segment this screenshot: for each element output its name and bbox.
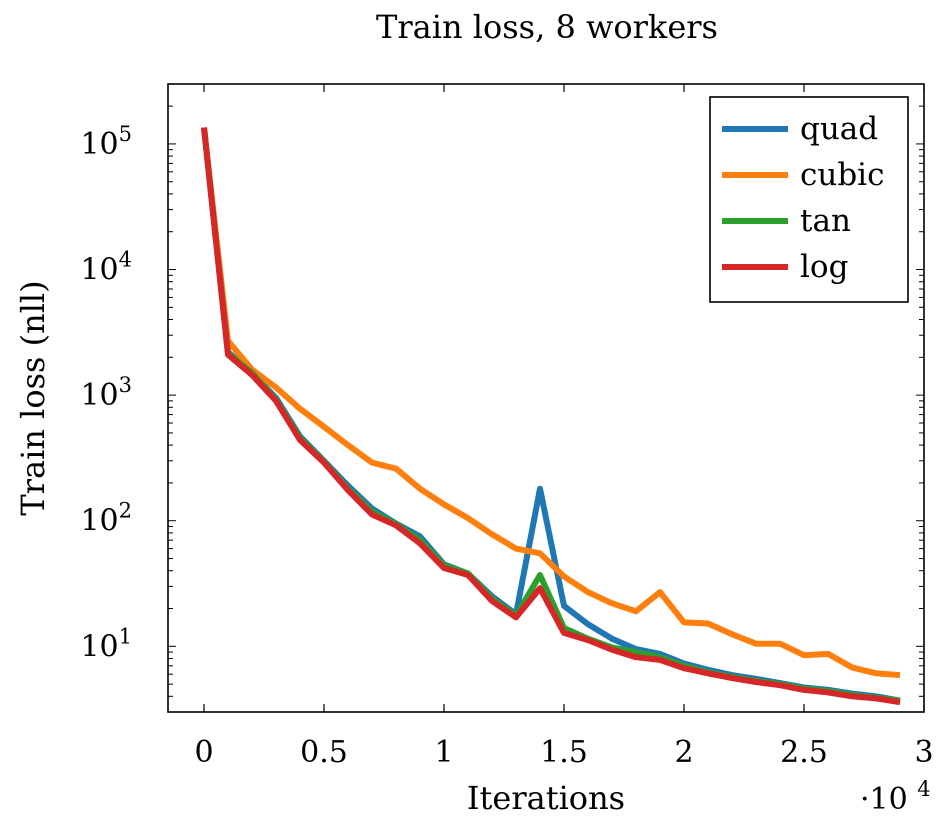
- y-tick-label-base: 10: [80, 629, 118, 664]
- legend-label-log: log: [800, 249, 848, 285]
- y-tick-label: 105: [80, 122, 132, 162]
- x-tick-label: 2: [674, 735, 693, 770]
- series-lines: [201, 127, 901, 706]
- plot-area: [167, 83, 925, 713]
- y-axis-label: Train loss (nll): [14, 280, 52, 515]
- legend-label-cubic: cubic: [800, 157, 884, 193]
- x-axis-ticks: 0 0.5 1 1.5 2 2.5 3: [194, 84, 934, 770]
- y-tick-label: 103: [80, 373, 132, 413]
- plot-frame: [167, 83, 925, 713]
- x-axis-multiplier: ·10 4: [860, 777, 931, 817]
- series-line-log: [201, 127, 901, 706]
- y-tick-label-exp: 4: [119, 248, 132, 272]
- legend-label-tan: tan: [800, 203, 851, 239]
- y-tick-label-exp: 1: [119, 624, 132, 648]
- x-tick-label: 1.5: [540, 735, 588, 770]
- y-tick-label: 102: [80, 499, 132, 539]
- x-tick-label: 1: [434, 735, 453, 770]
- y-tick-label-base: 10: [80, 378, 118, 413]
- series-line-cubic: [201, 127, 901, 679]
- x-tick-label: 0: [194, 735, 213, 770]
- x-tick-label: 3: [914, 735, 933, 770]
- y-tick-label-base: 10: [80, 127, 118, 162]
- y-tick-label-exp: 2: [119, 499, 132, 523]
- x-axis-label: Iterations: [467, 779, 625, 817]
- legend-label-quad: quad: [800, 111, 878, 147]
- y-tick-label-exp: 3: [119, 373, 132, 397]
- x-tick-label: 2.5: [780, 735, 828, 770]
- chart-title: Train loss, 8 workers: [376, 8, 718, 46]
- y-tick-label-base: 10: [80, 253, 118, 288]
- x-multiplier-exp: 4: [917, 777, 930, 801]
- x-tick-label: 0.5: [300, 735, 348, 770]
- y-tick-label-base: 10: [80, 504, 118, 539]
- y-tick-label: 101: [80, 624, 132, 664]
- y-tick-label-exp: 5: [119, 122, 132, 146]
- x-multiplier-base: ·10: [860, 782, 908, 817]
- y-tick-label: 104: [80, 248, 132, 288]
- legend: quad cubic tan log: [709, 96, 909, 303]
